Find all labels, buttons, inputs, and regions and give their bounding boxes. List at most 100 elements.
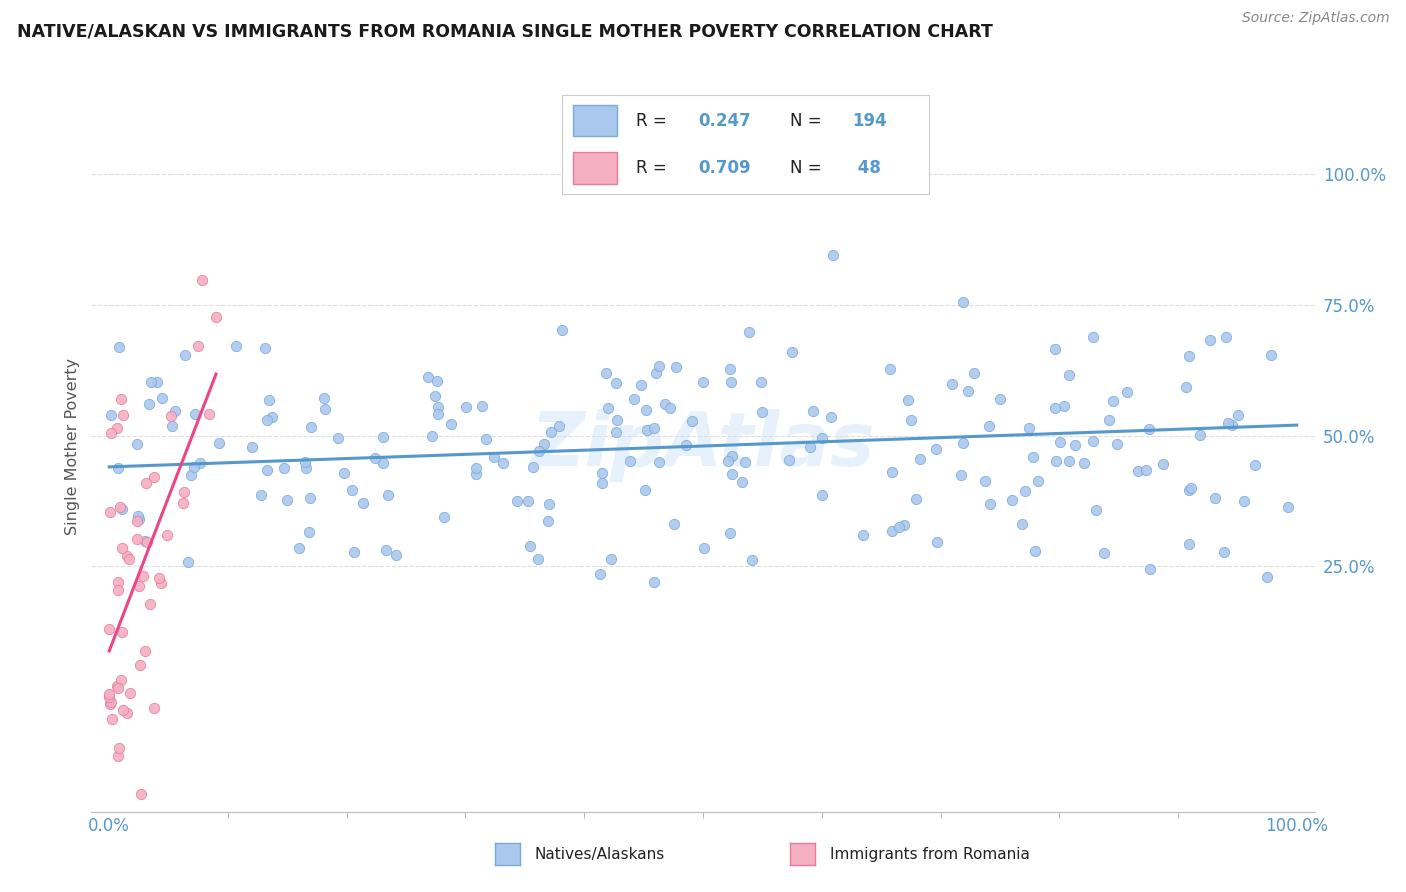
Point <box>176 555 198 569</box>
Point <box>823 247 845 261</box>
Point <box>880 524 903 538</box>
Point <box>432 510 454 524</box>
Point <box>129 787 152 801</box>
Text: NATIVE/ALASKAN VS IMMIGRANTS FROM ROMANIA SINGLE MOTHER POVERTY CORRELATION CHAR: NATIVE/ALASKAN VS IMMIGRANTS FROM ROMANI… <box>17 22 993 40</box>
Point <box>957 384 980 398</box>
Point <box>454 401 477 415</box>
Point <box>253 341 276 355</box>
Point <box>426 374 449 388</box>
Point <box>343 545 366 559</box>
Point <box>925 534 948 549</box>
Point <box>108 740 131 755</box>
Point <box>1014 484 1036 499</box>
Point <box>1049 435 1071 450</box>
Point <box>973 474 995 488</box>
Point <box>1018 421 1040 435</box>
Point <box>1277 500 1299 514</box>
Point <box>205 310 228 324</box>
Point <box>125 437 148 451</box>
Point <box>527 444 550 458</box>
Point <box>115 549 138 564</box>
Point <box>128 657 150 672</box>
Point <box>533 437 555 451</box>
Point <box>654 397 676 411</box>
Point <box>537 514 560 528</box>
Point <box>132 569 155 583</box>
Point <box>630 377 652 392</box>
Point <box>645 366 668 380</box>
Point <box>1053 400 1076 414</box>
Point <box>1178 349 1201 363</box>
Point <box>156 528 179 542</box>
Point <box>314 401 336 416</box>
Point <box>1135 463 1157 477</box>
Point <box>665 360 688 375</box>
Point <box>952 295 974 310</box>
Point <box>1215 329 1237 343</box>
Point <box>107 749 129 764</box>
Point <box>979 419 1001 434</box>
Point <box>112 703 135 717</box>
Point <box>1178 483 1201 498</box>
Point <box>636 423 658 437</box>
Point <box>1139 562 1161 576</box>
Point <box>326 431 349 445</box>
Point <box>1011 517 1033 532</box>
Point <box>187 339 209 353</box>
Point <box>98 690 121 704</box>
Point <box>1226 408 1249 422</box>
Point <box>471 399 494 413</box>
Point <box>142 701 165 715</box>
Point <box>173 347 195 361</box>
Point <box>117 551 139 566</box>
Point <box>371 430 394 444</box>
Point <box>810 431 832 445</box>
Point <box>811 488 834 502</box>
Point <box>128 579 150 593</box>
Point <box>880 465 903 479</box>
Point <box>208 436 231 450</box>
Point <box>643 574 665 589</box>
Point <box>141 375 163 389</box>
Point <box>377 487 399 501</box>
Point <box>159 409 181 424</box>
Point <box>681 414 703 428</box>
Point <box>105 421 128 435</box>
Point <box>1137 422 1160 436</box>
Point <box>172 496 194 510</box>
Point <box>111 502 134 516</box>
Point <box>288 541 311 556</box>
Point <box>900 413 922 427</box>
Point <box>718 361 741 376</box>
Point <box>1097 413 1119 427</box>
Point <box>100 425 122 440</box>
Point <box>643 420 665 434</box>
Point <box>136 535 159 549</box>
Point <box>778 453 800 467</box>
Point <box>675 438 697 452</box>
Point <box>1180 481 1202 495</box>
Point <box>184 408 207 422</box>
Point <box>721 450 744 464</box>
Point <box>134 534 156 549</box>
Point <box>751 405 773 419</box>
Point <box>107 681 129 695</box>
Point <box>801 404 824 418</box>
Point <box>371 456 394 470</box>
Point <box>605 425 627 440</box>
Point <box>276 493 298 508</box>
Point <box>693 541 716 555</box>
Point <box>105 680 128 694</box>
Point <box>427 407 450 421</box>
Point <box>925 442 948 456</box>
Point <box>598 401 620 416</box>
Point <box>1045 343 1067 357</box>
Point <box>949 468 972 483</box>
Point <box>718 525 741 540</box>
Point <box>910 452 932 467</box>
Point <box>591 466 613 480</box>
Point <box>1216 417 1239 431</box>
Point <box>1022 450 1045 464</box>
Point <box>273 460 295 475</box>
Point <box>1081 434 1104 449</box>
